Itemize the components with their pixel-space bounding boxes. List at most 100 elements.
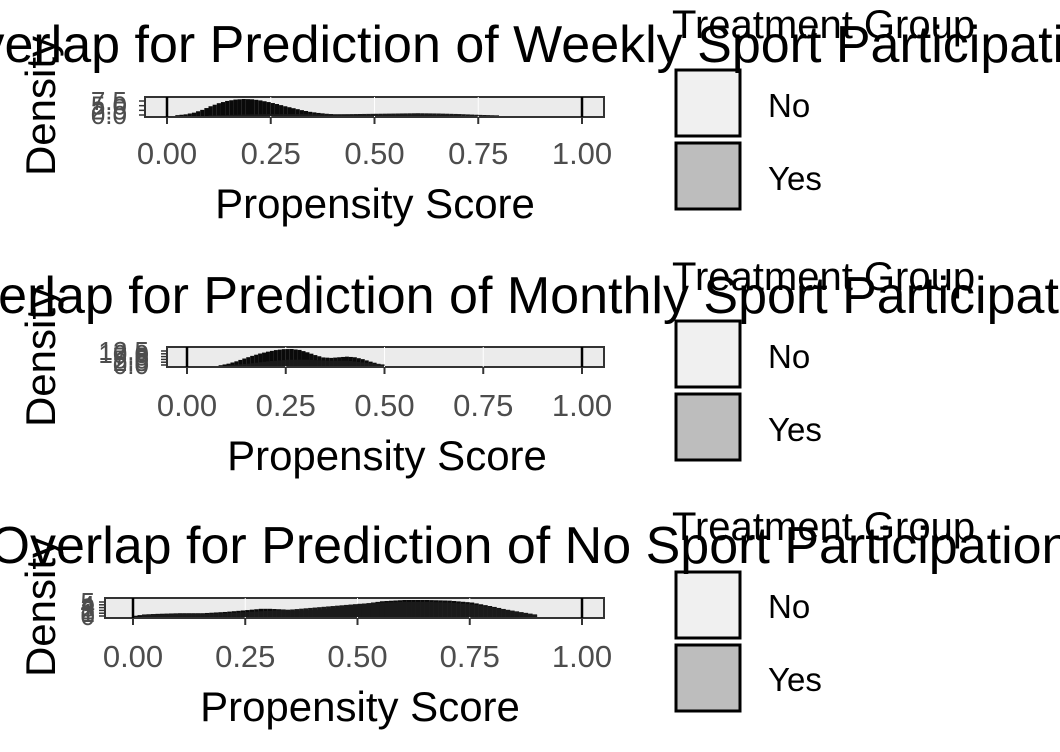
histogram-bar (420, 601, 425, 617)
histogram-bar (213, 613, 219, 617)
histogram-bar (168, 614, 174, 617)
histogram-bar (303, 114, 309, 116)
histogram-bar (420, 113, 425, 116)
histogram-bar (173, 613, 178, 617)
histogram-bar (305, 352, 310, 366)
x-axis-label: Propensity Score (227, 432, 547, 479)
histogram-bar (519, 612, 524, 617)
histogram-bar (150, 614, 156, 617)
histogram-bar (312, 112, 317, 116)
histogram-bar (204, 613, 210, 617)
legend-title: Treatment Group (672, 255, 975, 299)
histogram-bar (277, 360, 282, 366)
series-yes (208, 113, 499, 116)
legend-swatch-no (674, 68, 742, 138)
histogram-bar (230, 362, 235, 366)
histogram-bar (378, 113, 383, 116)
histogram-bar (258, 114, 263, 116)
histogram-bar (258, 362, 263, 366)
histogram-bar (333, 114, 338, 116)
histogram-bar (368, 363, 373, 366)
histogram-bar (281, 609, 286, 617)
histogram-bar (240, 612, 246, 617)
histogram-bar (494, 115, 499, 116)
histogram-bar (316, 114, 321, 116)
histogram-bar (366, 603, 371, 617)
histogram-bar (218, 613, 223, 617)
histogram-bar (344, 604, 349, 617)
histogram-bar (266, 351, 270, 366)
histogram-bar (200, 613, 205, 617)
histogram-bar (226, 365, 231, 366)
histogram-bar (361, 603, 367, 617)
histogram-bar (320, 114, 325, 116)
histogram-bar (258, 611, 264, 617)
x-tick-label: 0.25 (256, 388, 316, 423)
legend-label-yes: Yes (768, 160, 822, 197)
histogram-bar (220, 102, 226, 116)
chart-title: Overlap for Prediction of Weekly Sport P… (0, 16, 1060, 74)
histogram-bar (341, 114, 346, 116)
histogram-bar (283, 106, 288, 116)
x-tick-label: 0.50 (327, 639, 387, 674)
histogram-bar (329, 360, 334, 366)
histogram-bar (212, 115, 217, 116)
histogram-bar (416, 113, 421, 116)
histogram-bar (196, 111, 201, 116)
histogram-bar (299, 110, 304, 116)
histogram-bar (402, 601, 407, 617)
y-tick-label: 2.5 (113, 347, 149, 377)
histogram-bar (270, 103, 275, 116)
histogram-bar (492, 607, 497, 617)
histogram-bar (505, 609, 511, 617)
legend-label-no: No (768, 338, 810, 375)
histogram-bar (212, 104, 217, 116)
y-tick-label: 5.0 (113, 344, 149, 374)
histogram-bar (374, 113, 379, 116)
histogram-bar (266, 102, 271, 116)
histogram-bar (220, 115, 226, 116)
histogram-bar (328, 114, 333, 116)
histogram-bar (200, 109, 205, 116)
y-tick-label: 0 (81, 601, 95, 631)
histogram-bar (469, 604, 475, 617)
histogram-bar (287, 107, 292, 116)
histogram-bar (432, 113, 437, 116)
histogram-bar (262, 114, 267, 116)
histogram-bar (474, 114, 479, 116)
histogram-bar (440, 113, 446, 116)
legend-swatch-yes (674, 141, 742, 211)
histogram-bar (333, 360, 338, 366)
histogram-bar (326, 606, 331, 617)
histogram-bar (372, 363, 377, 366)
histogram-bar (237, 114, 242, 116)
histogram-bar (242, 358, 247, 366)
histogram-bar (245, 611, 250, 617)
histogram-bar (501, 609, 506, 617)
histogram-bar (309, 359, 314, 366)
legend-label-no: No (768, 87, 810, 124)
histogram-bar (273, 360, 278, 366)
histogram-bar (266, 114, 271, 116)
histogram-bar (308, 114, 313, 116)
histogram-bar (474, 605, 479, 617)
histogram-bar (433, 602, 439, 617)
histogram-bar (238, 364, 243, 366)
histogram-bar (532, 614, 538, 617)
legend-label-yes: Yes (768, 411, 822, 448)
histogram-bar (514, 611, 520, 617)
histogram-bar (272, 610, 277, 617)
histogram-bar (234, 364, 239, 366)
histogram-bar (273, 350, 278, 366)
histogram-bar (395, 113, 400, 116)
histogram-bar (236, 612, 241, 617)
histogram-bar (191, 613, 196, 617)
x-tick-label: 0.50 (354, 388, 414, 423)
chart-title: Overlap for Prediction of No Sport Parti… (0, 517, 1060, 575)
x-tick-label: 0.25 (215, 639, 275, 674)
legend-swatch-no (674, 570, 742, 640)
histogram-bar (225, 114, 230, 116)
histogram-bar (246, 357, 251, 366)
